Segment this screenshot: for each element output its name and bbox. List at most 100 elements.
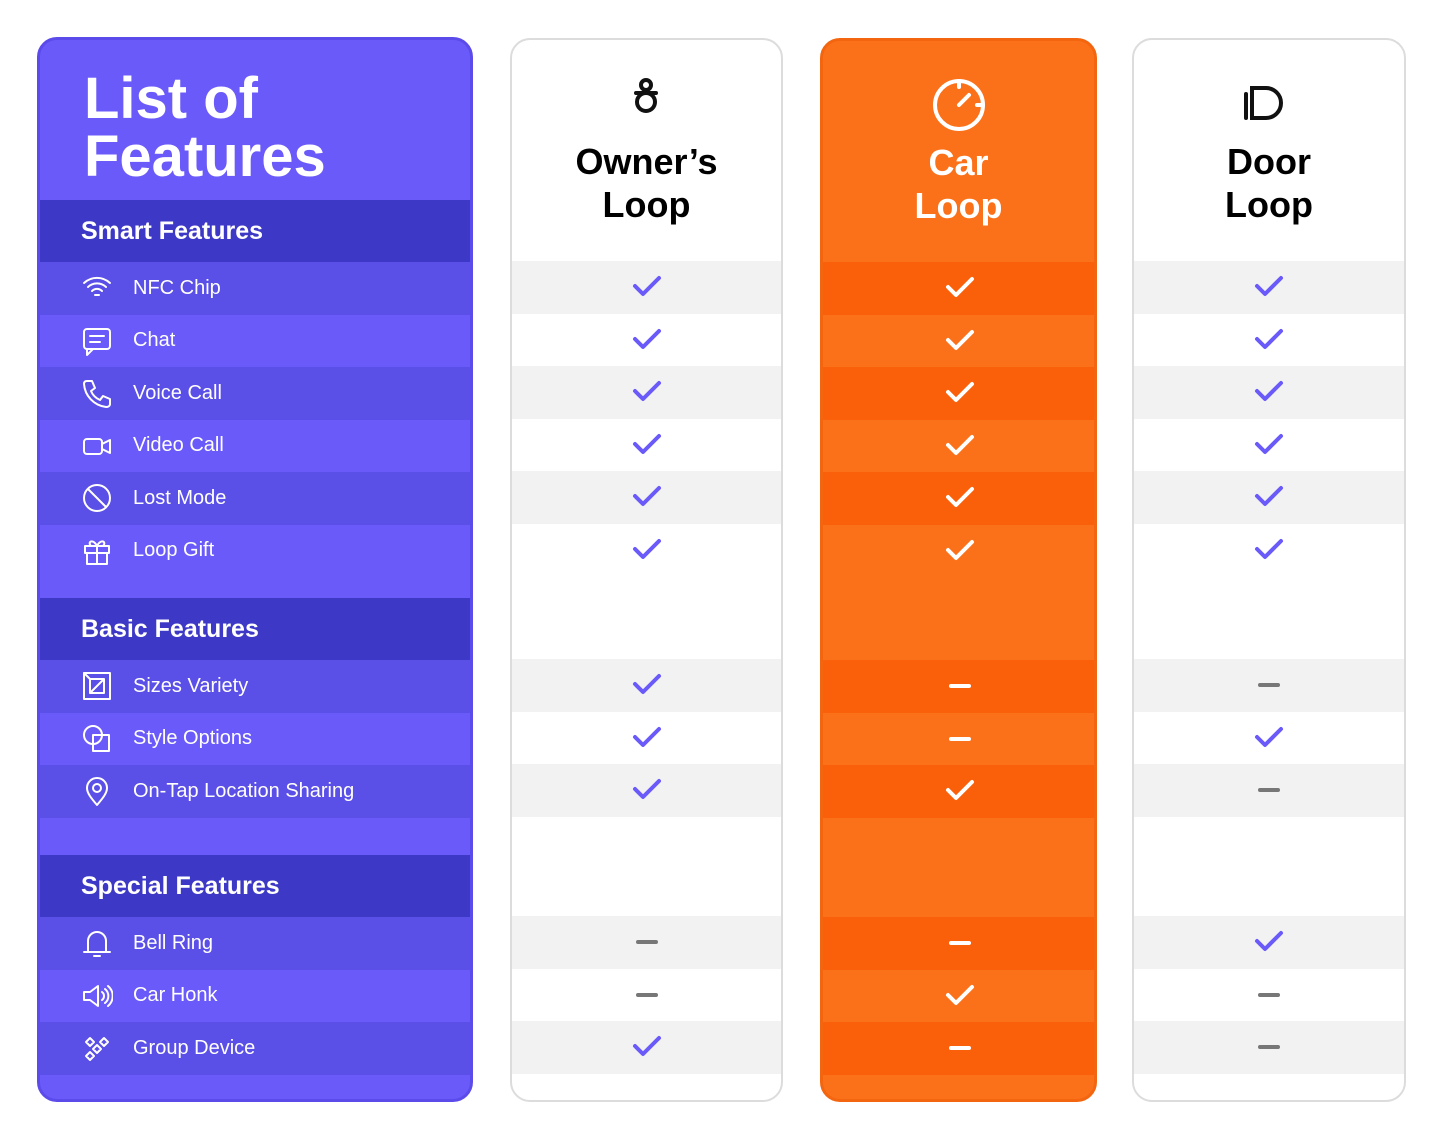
feature-icon	[83, 931, 111, 957]
check-mark	[632, 538, 661, 559]
cell	[823, 420, 1094, 473]
check-mark	[632, 381, 661, 402]
cell	[823, 315, 1094, 368]
dash-mark	[948, 1046, 971, 1051]
feature-icon	[85, 1037, 109, 1061]
feature-name: NFC Chip	[133, 276, 221, 299]
cell	[512, 524, 781, 577]
feature-name: Group Device	[133, 1036, 256, 1059]
check-mark	[632, 328, 661, 349]
plan-column: Owner’s Loop	[510, 38, 783, 1102]
feature-name: Sizes Variety	[133, 674, 249, 697]
section-header: Smart Features	[40, 200, 470, 262]
check-mark	[1255, 433, 1283, 454]
cell	[823, 525, 1094, 578]
cell	[823, 1022, 1094, 1075]
cell	[1134, 366, 1404, 419]
feature-row: Bell Ring	[40, 917, 470, 970]
cell	[1134, 314, 1404, 367]
feature-name: Car Honk	[133, 984, 218, 1007]
cell	[823, 713, 1094, 766]
cell	[823, 970, 1094, 1023]
check-mark	[945, 487, 974, 508]
cell	[1134, 1021, 1404, 1074]
cell	[1134, 261, 1404, 314]
dash-mark	[635, 992, 658, 997]
cell	[1134, 524, 1404, 577]
check-mark	[1255, 381, 1283, 402]
cell	[1134, 969, 1404, 1022]
feature-name: Style Options	[133, 727, 252, 750]
cell	[512, 916, 781, 969]
dash-mark	[948, 736, 971, 741]
check-mark	[1255, 538, 1283, 559]
cell	[823, 262, 1094, 315]
section-header: Special Features	[40, 855, 470, 917]
cell	[823, 367, 1094, 420]
check-mark	[1255, 931, 1283, 952]
feature-name: Loop Gift	[133, 539, 215, 562]
check-mark	[1255, 726, 1283, 747]
check-mark	[632, 726, 661, 747]
feature-name: Lost Mode	[133, 486, 227, 509]
plan-name-text: Door Loop	[1225, 141, 1313, 225]
cell	[823, 472, 1094, 525]
feature-row: Loop Gift	[40, 525, 470, 578]
check-mark	[1255, 276, 1283, 297]
cell	[512, 471, 781, 524]
title: List of Features	[84, 66, 326, 189]
check-mark	[1255, 486, 1283, 507]
feature-row: Chat	[40, 315, 470, 368]
feature-name: Chat	[133, 329, 176, 352]
plan-name-text: Owner’s Loop	[575, 141, 718, 225]
plan-name: Car Loop	[823, 141, 1094, 227]
feature-icon	[83, 276, 111, 296]
cell	[1134, 419, 1404, 472]
check-mark	[632, 779, 661, 800]
check-mark	[945, 382, 974, 403]
feature-icon	[83, 484, 111, 512]
feature-icon	[86, 777, 108, 806]
check-mark	[945, 434, 974, 455]
dash-mark	[635, 940, 658, 945]
dash-mark	[1258, 992, 1280, 997]
feature-name: Bell Ring	[133, 931, 214, 954]
feature-icon	[83, 327, 111, 356]
feature-name: Voice Call	[133, 381, 222, 404]
plan-name: Door Loop	[1134, 140, 1404, 226]
check-mark	[632, 1036, 661, 1057]
check-mark	[632, 486, 661, 507]
cell	[823, 660, 1094, 713]
plan-name-text: Car Loop	[914, 142, 1003, 226]
feature-row: Car Honk	[40, 970, 470, 1023]
cell	[1134, 659, 1404, 712]
feature-icon	[83, 984, 113, 1007]
plan-icon	[1244, 86, 1283, 120]
dash-mark	[1258, 788, 1280, 793]
feature-row: Group Device	[40, 1022, 470, 1075]
dash-mark	[1258, 683, 1280, 688]
cell	[512, 314, 781, 367]
feature-icon	[83, 437, 111, 455]
feature-row: NFC Chip	[40, 262, 470, 315]
feature-row: Lost Mode	[40, 472, 470, 525]
feature-name: Video Call	[133, 434, 224, 457]
feature-row: Sizes Variety	[40, 660, 470, 713]
check-mark	[632, 674, 661, 695]
cell	[823, 917, 1094, 970]
feature-name: On-Tap Location Sharing	[133, 779, 355, 802]
cell	[512, 712, 781, 765]
feature-row: Video Call	[40, 420, 470, 473]
feature-row: On-Tap Location Sharing	[40, 765, 470, 818]
cell	[512, 969, 781, 1022]
feature-icon	[83, 380, 111, 408]
check-mark	[945, 984, 974, 1005]
cell	[512, 419, 781, 472]
plan-column: Car Loop	[820, 38, 1097, 1102]
plan-icon	[932, 79, 985, 131]
check-mark	[945, 539, 974, 560]
check-mark	[1255, 328, 1283, 349]
feature-icon	[83, 672, 111, 700]
plan-column: Door Loop	[1132, 38, 1406, 1102]
